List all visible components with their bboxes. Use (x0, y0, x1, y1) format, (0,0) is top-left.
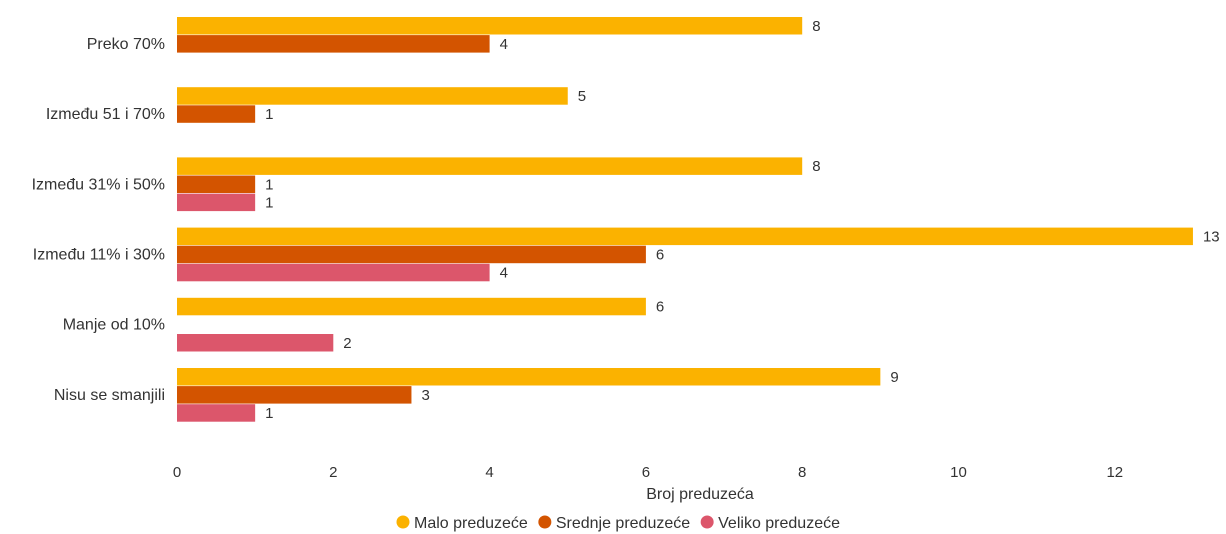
data-label: 3 (421, 387, 429, 404)
legend-marker (538, 515, 552, 529)
data-label: 1 (265, 405, 273, 422)
legend-label: Srednje preduzeće (556, 515, 690, 532)
bar (177, 87, 568, 105)
category-label: Između 11% i 30% (33, 246, 165, 263)
bar (177, 368, 881, 386)
bar (177, 245, 646, 264)
data-label: 1 (265, 106, 273, 123)
data-label: 1 (265, 194, 273, 211)
bar (177, 263, 490, 282)
legend: Malo preduzeće Srednje preduzeće Veliko pr… (396, 515, 840, 532)
x-axis-ticks: 0 2 4 6 8 10 12 (173, 464, 1123, 481)
bar (177, 193, 256, 212)
x-tick-label: 12 (1106, 464, 1123, 481)
data-label: 13 (1203, 228, 1220, 245)
data-label: 8 (812, 158, 820, 175)
bar (177, 35, 490, 53)
bar (177, 334, 334, 352)
category-label: Između 51 i 70% (46, 106, 165, 123)
data-label: 1 (265, 176, 273, 193)
bar (177, 175, 256, 193)
data-label: 9 (890, 369, 898, 386)
category-label: Manje od 10% (63, 317, 165, 334)
data-label: 8 (812, 18, 820, 35)
data-label: 5 (578, 88, 586, 105)
x-axis-title: Broj preduzeća (646, 486, 754, 503)
bar (177, 386, 412, 404)
bar (177, 227, 1193, 246)
category-label: Nisu se smanjili (54, 387, 165, 404)
legend-label: Veliko preduzeće (718, 515, 840, 532)
bar (177, 297, 646, 316)
x-tick-label: 10 (950, 464, 967, 481)
category-label: Preko 70% (87, 36, 165, 53)
x-tick-label: 0 (173, 464, 181, 481)
x-tick-label: 2 (329, 464, 337, 481)
legend-marker (396, 515, 410, 529)
legend-marker (700, 515, 714, 529)
data-label: 6 (656, 246, 664, 263)
bar (177, 17, 803, 35)
bar (177, 404, 256, 422)
bar (177, 157, 803, 175)
category-label: Između 31% i 50% (32, 176, 165, 193)
x-tick-label: 8 (798, 464, 806, 481)
data-label: 4 (500, 265, 508, 282)
x-tick-label: 4 (485, 464, 493, 481)
legend-label: Malo preduzeće (414, 515, 528, 532)
data-label: 6 (656, 299, 664, 316)
data-label: 2 (343, 335, 351, 352)
data-label: 4 (500, 36, 508, 53)
category-labels: Preko 70% Između 51 i 70% Između 31% i 50%… (32, 36, 165, 404)
bar (177, 105, 256, 123)
x-tick-label: 6 (642, 464, 650, 481)
